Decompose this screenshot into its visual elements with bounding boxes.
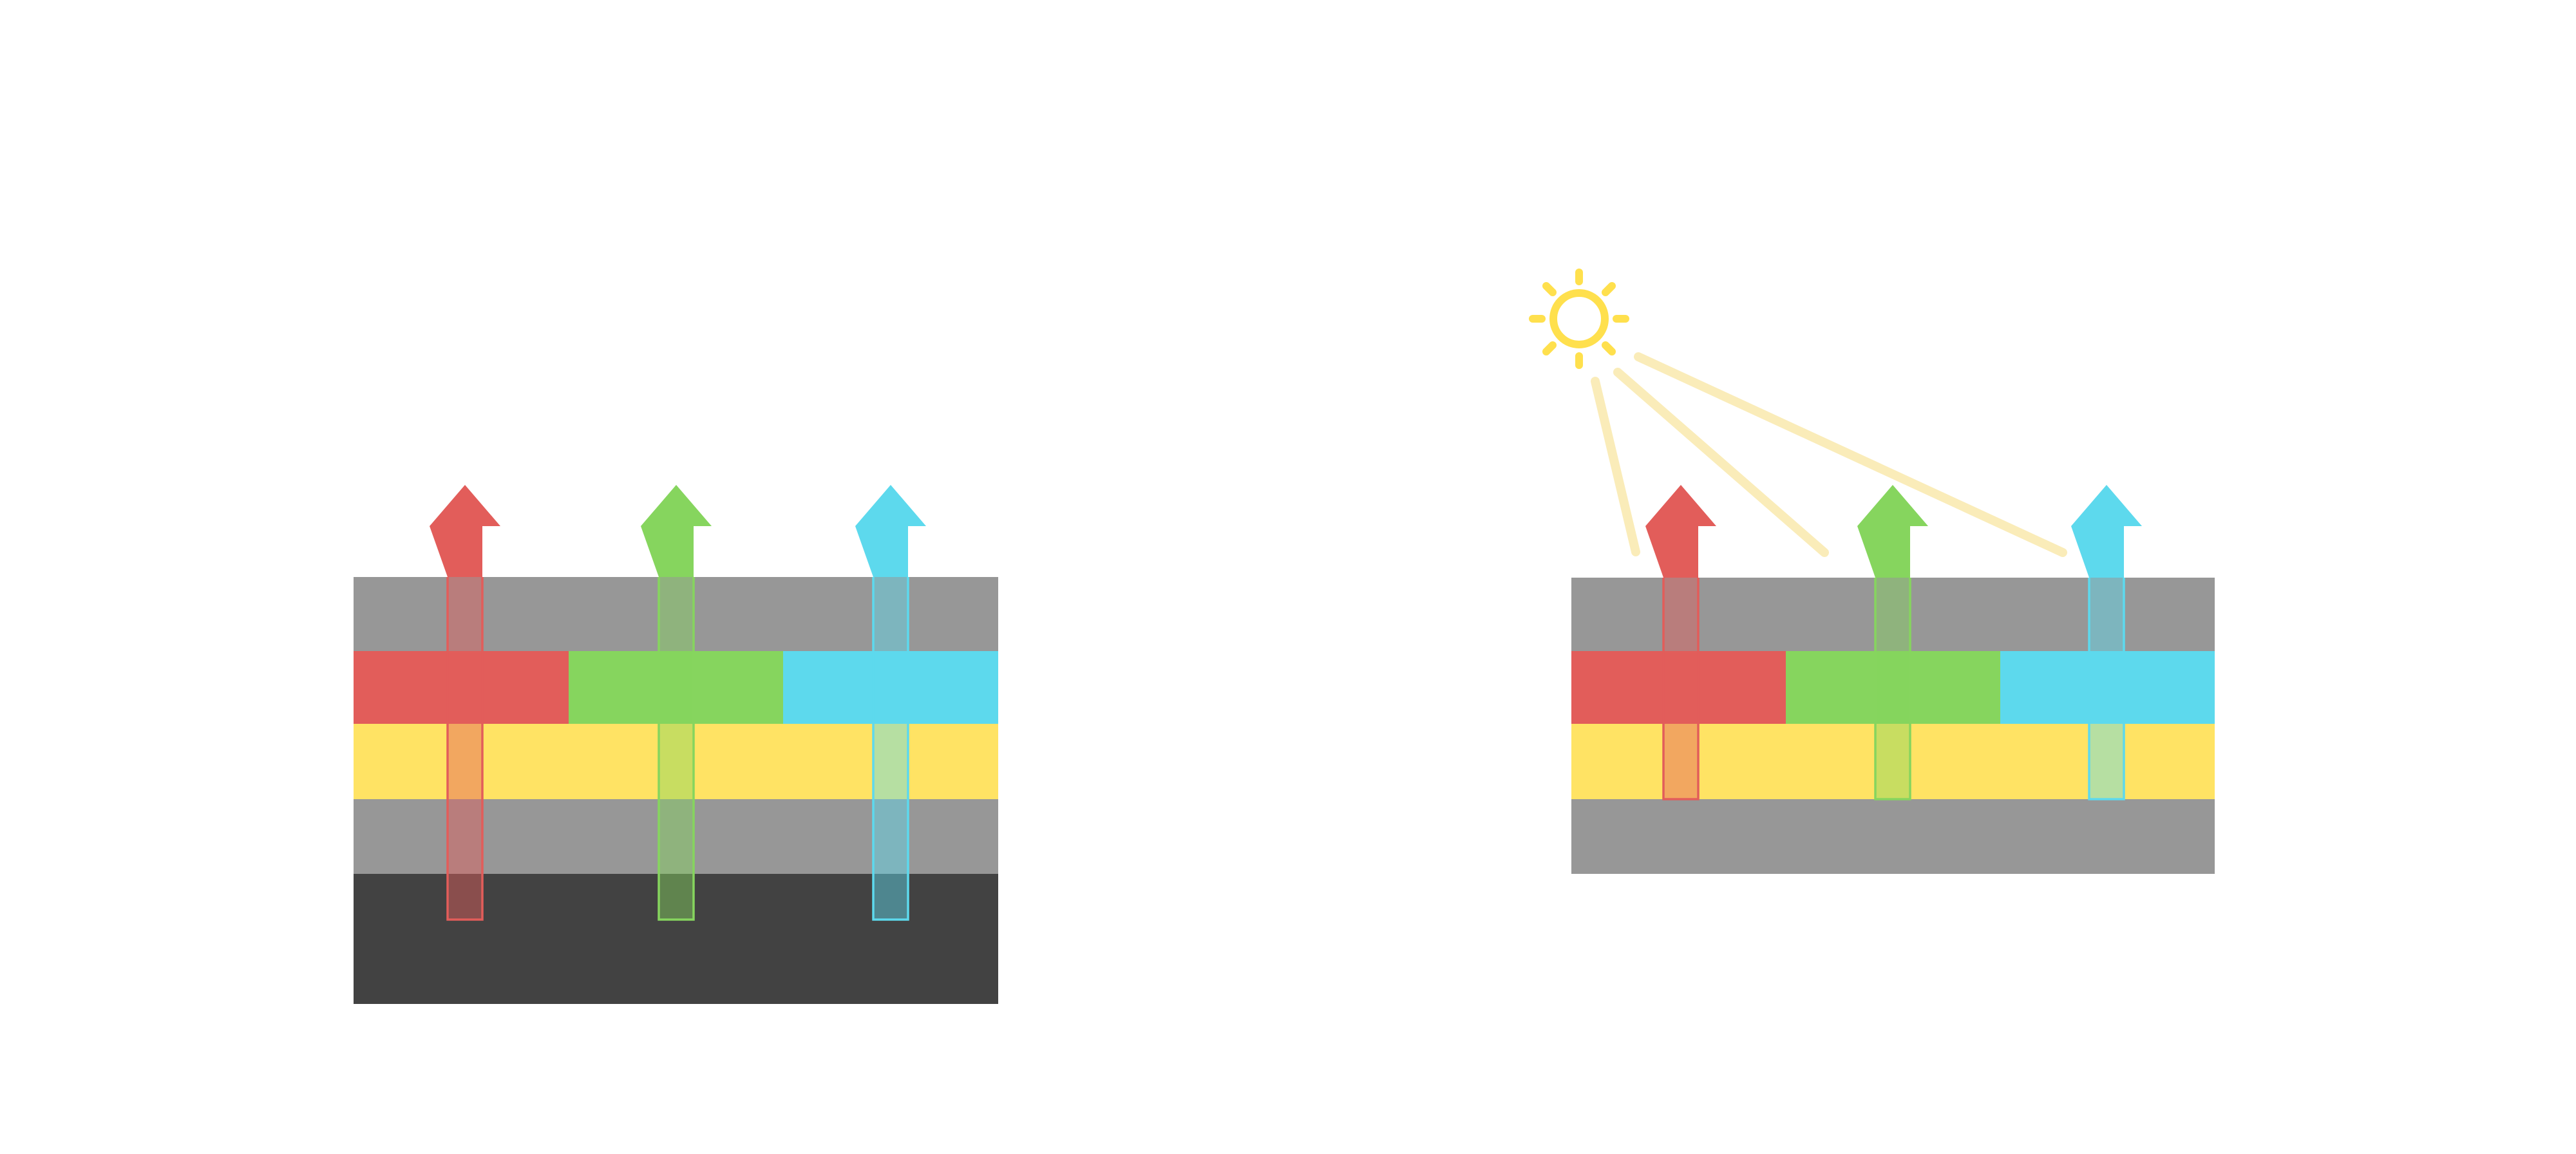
left-top-gray-layer xyxy=(354,577,998,651)
blue-arrow-shaft-through-stack xyxy=(872,577,909,921)
left-layer-stack xyxy=(354,577,998,1004)
left-blue-pixel-segment xyxy=(783,651,998,724)
left-dark-bottom-layer xyxy=(354,874,998,1004)
left-rgb-pixel-layer xyxy=(354,651,998,724)
left-mid-gray-layer xyxy=(354,799,998,874)
red-arrow-head xyxy=(430,485,500,577)
red-arrow-shaft-through-stack xyxy=(446,577,484,921)
left-green-pixel-segment xyxy=(569,651,783,724)
right-layer-stack xyxy=(1571,578,2215,874)
green-arrow-head xyxy=(641,485,712,577)
right-bottom-gray-layer xyxy=(1571,799,2215,874)
left-green-up-arrow xyxy=(641,485,712,921)
sun-disc-outline xyxy=(1549,289,1609,348)
sun-icon xyxy=(1529,269,1629,369)
blue-arrow-shaft-through-stack xyxy=(2088,578,2125,800)
sun-ray-southwest xyxy=(1542,341,1557,355)
sun-ray-northeast xyxy=(1602,282,1616,296)
right-display-stack-diagram xyxy=(1529,269,2215,874)
right-rgb-pixel-layer xyxy=(1571,651,2215,724)
red-arrow-head xyxy=(1645,485,1716,578)
sun-rays xyxy=(1529,269,1629,369)
right-green-pixel-segment xyxy=(1786,651,2000,724)
red-arrow-shaft-through-stack xyxy=(1662,578,1700,800)
sunbeam-3 xyxy=(1634,352,2067,557)
right-green-up-arrow xyxy=(1857,485,1928,800)
green-arrow-shaft-through-stack xyxy=(1874,578,1911,800)
left-yellow-layer xyxy=(354,724,998,799)
left-red-pixel-segment xyxy=(354,651,569,724)
blue-arrow-head xyxy=(2071,485,2142,578)
green-arrow-head xyxy=(1857,485,1928,578)
right-red-pixel-segment xyxy=(1571,651,1786,724)
blue-arrow-head xyxy=(855,485,926,577)
sunbeam-2 xyxy=(1613,368,1829,557)
sun-ray-southeast xyxy=(1602,341,1616,355)
right-yellow-layer xyxy=(1571,724,2215,799)
right-blue-up-arrow xyxy=(2071,485,2142,800)
left-red-up-arrow xyxy=(430,485,500,921)
right-top-gray-layer xyxy=(1571,578,2215,651)
right-blue-pixel-segment xyxy=(2000,651,2215,724)
right-red-up-arrow xyxy=(1645,485,1716,800)
sunbeam-1 xyxy=(1591,377,1640,556)
sunbeams xyxy=(1591,352,2067,557)
sun-ray-northwest xyxy=(1542,282,1557,296)
left-display-stack-diagram xyxy=(354,485,998,1004)
green-arrow-shaft-through-stack xyxy=(658,577,695,921)
left-blue-up-arrow xyxy=(855,485,926,921)
